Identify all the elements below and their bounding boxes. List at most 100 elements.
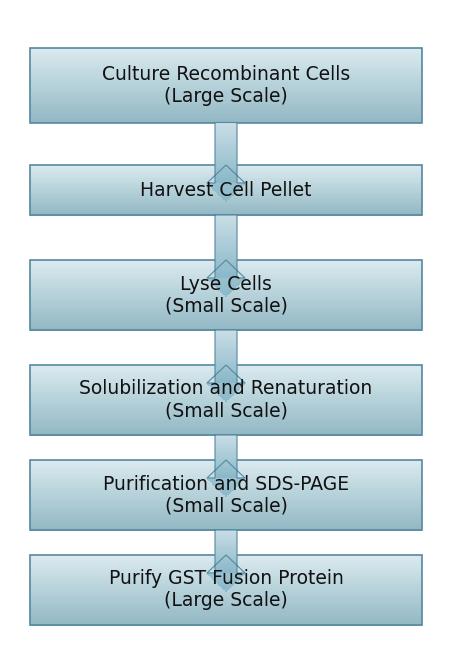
- Bar: [30, 373, 421, 375]
- Bar: [215, 140, 236, 144]
- Bar: [30, 181, 421, 182]
- Bar: [30, 614, 421, 616]
- Bar: [30, 370, 421, 371]
- Bar: [30, 469, 421, 471]
- Bar: [30, 570, 421, 572]
- Bar: [30, 608, 421, 609]
- Bar: [30, 484, 421, 485]
- Bar: [30, 517, 421, 519]
- Bar: [30, 398, 421, 399]
- Bar: [30, 268, 421, 270]
- Bar: [30, 562, 421, 564]
- Bar: [30, 500, 421, 501]
- Bar: [30, 316, 421, 318]
- Bar: [215, 476, 236, 478]
- Bar: [30, 197, 421, 198]
- Bar: [30, 289, 421, 291]
- Bar: [215, 272, 236, 276]
- Bar: [30, 62, 421, 64]
- Bar: [30, 602, 421, 603]
- Bar: [30, 495, 421, 497]
- Text: Purify GST Fusion Protein
(Large Scale): Purify GST Fusion Protein (Large Scale): [108, 569, 343, 610]
- Bar: [30, 476, 421, 478]
- Bar: [30, 623, 421, 625]
- Bar: [30, 461, 421, 463]
- Bar: [213, 284, 238, 286]
- Bar: [30, 529, 421, 530]
- Bar: [209, 385, 242, 387]
- Bar: [30, 506, 421, 507]
- Bar: [30, 423, 421, 425]
- Bar: [30, 414, 421, 415]
- Bar: [30, 207, 421, 209]
- Bar: [215, 240, 236, 244]
- Bar: [215, 253, 236, 257]
- Bar: [30, 618, 421, 619]
- Bar: [30, 265, 421, 266]
- Bar: [224, 400, 227, 402]
- Bar: [212, 483, 239, 484]
- Bar: [208, 479, 243, 481]
- Bar: [210, 187, 241, 188]
- Bar: [30, 371, 421, 372]
- Bar: [30, 434, 421, 436]
- Bar: [215, 171, 236, 174]
- Bar: [30, 190, 421, 191]
- Bar: [30, 515, 421, 517]
- Bar: [30, 384, 421, 385]
- Bar: [30, 597, 421, 599]
- Bar: [215, 378, 236, 381]
- Bar: [219, 490, 232, 491]
- Bar: [30, 592, 421, 594]
- Bar: [30, 580, 421, 581]
- Bar: [215, 461, 236, 463]
- Bar: [30, 514, 421, 515]
- Bar: [30, 404, 421, 405]
- Bar: [30, 406, 421, 408]
- Bar: [219, 585, 232, 587]
- Bar: [30, 328, 421, 330]
- Bar: [30, 181, 421, 183]
- Bar: [30, 50, 421, 52]
- Bar: [30, 96, 421, 98]
- Bar: [215, 564, 236, 567]
- Bar: [215, 454, 236, 457]
- Bar: [30, 516, 421, 517]
- Bar: [30, 283, 421, 285]
- Bar: [30, 510, 421, 512]
- Bar: [30, 369, 421, 370]
- Bar: [215, 567, 236, 569]
- Bar: [30, 105, 421, 107]
- Bar: [30, 460, 421, 462]
- Bar: [215, 156, 236, 159]
- Bar: [30, 429, 421, 431]
- Bar: [30, 120, 421, 122]
- Bar: [30, 499, 421, 500]
- Bar: [215, 534, 236, 537]
- Bar: [30, 174, 421, 175]
- Bar: [30, 212, 421, 213]
- Bar: [30, 326, 421, 328]
- Bar: [30, 467, 421, 469]
- Bar: [216, 486, 235, 488]
- Bar: [30, 294, 421, 296]
- Text: Lyse Cells
(Small Scale): Lyse Cells (Small Scale): [164, 274, 287, 315]
- Bar: [222, 493, 229, 494]
- Bar: [30, 301, 421, 302]
- Bar: [30, 528, 421, 529]
- Bar: [215, 367, 236, 370]
- Bar: [215, 243, 236, 247]
- Bar: [215, 268, 236, 272]
- Bar: [30, 413, 421, 415]
- Bar: [223, 589, 228, 590]
- Bar: [30, 365, 421, 367]
- Bar: [30, 408, 421, 410]
- Bar: [30, 394, 421, 396]
- Bar: [30, 432, 421, 433]
- Bar: [215, 380, 236, 384]
- Bar: [30, 389, 421, 391]
- Bar: [30, 460, 421, 530]
- Bar: [30, 430, 421, 432]
- Bar: [30, 521, 421, 523]
- Bar: [30, 481, 421, 483]
